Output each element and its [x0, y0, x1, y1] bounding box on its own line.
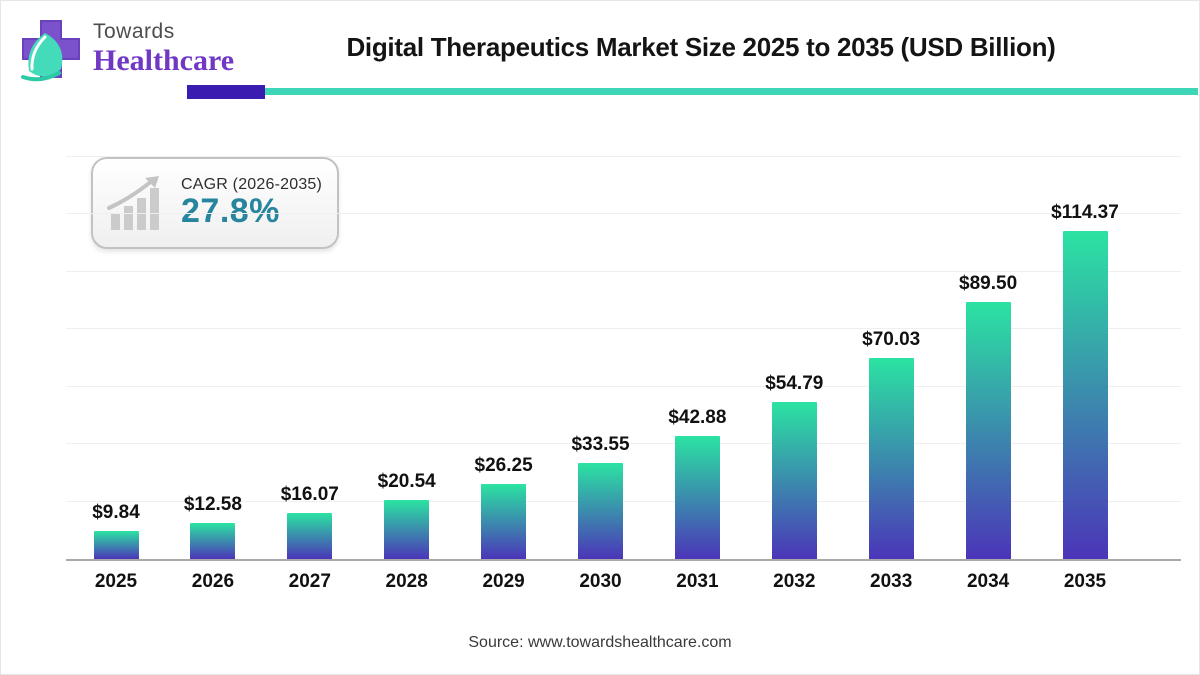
x-axis-label-2026: 2026	[191, 571, 235, 592]
bar-2028	[384, 500, 430, 559]
bar-value-label-2026: $12.58	[183, 493, 242, 515]
bar-chart: $9.84 2025 $12.58 2026 $16.07 2027 $20.54 2028 $…	[66, 156, 1181, 592]
bar-2034	[965, 302, 1011, 559]
bar-2030	[578, 462, 623, 559]
gridline-20	[66, 500, 1181, 502]
brand-name-towards: Towards	[93, 20, 175, 43]
bar-2035	[1062, 230, 1108, 559]
bar-2027	[287, 512, 333, 559]
cagr-badge: CAGR (2026-2035) 27.8%	[91, 157, 339, 249]
bar-2029	[481, 483, 527, 559]
x-axis-label-2032: 2032	[773, 571, 816, 592]
bar-2032	[771, 401, 817, 559]
x-axis-label-2027: 2027	[288, 571, 331, 592]
bar-2025	[93, 530, 139, 559]
bar-value-label-2031: $42.88	[668, 406, 727, 428]
gridline-60	[66, 385, 1181, 387]
brand-name-healthcare: Healthcare	[93, 44, 235, 78]
cagr-label: CAGR (2026-2035)	[181, 176, 323, 194]
bar-value-label-2025: $9.84	[92, 501, 140, 523]
x-axis-label-2034: 2034	[966, 571, 1010, 592]
bar-value-label-2034: $89.50	[959, 273, 1018, 295]
healthcare-cross-leaf-icon	[21, 20, 80, 82]
x-axis-label-2029: 2029	[482, 571, 525, 592]
bar-value-label-2027: $16.07	[280, 483, 339, 505]
brand-logo: Towards Healthcare	[15, 13, 234, 89]
page-title: Digital Therapeutics Market Size 2025 to…	[346, 32, 1056, 62]
cagr-value: 27.8%	[181, 192, 280, 231]
bar-value-label-2029: $26.25	[474, 454, 533, 476]
x-axis-label-2033: 2033	[870, 571, 913, 592]
bar-value-label-2035: $114.37	[1051, 201, 1119, 223]
gridline-120	[66, 213, 1181, 215]
x-axis-label-2031: 2031	[676, 571, 719, 592]
gridline-40	[66, 443, 1181, 445]
bar-2033	[868, 357, 914, 559]
x-axis-label-2028: 2028	[385, 571, 428, 592]
bar-value-label-2030: $33.55	[571, 433, 630, 455]
bar-2031	[674, 435, 720, 559]
gridline-140	[66, 156, 1181, 157]
bar-2026	[190, 522, 236, 559]
divider-accent-block	[187, 85, 265, 99]
gridline-100	[66, 270, 1181, 272]
bar-value-label-2028: $20.54	[377, 471, 436, 493]
gridline-80	[66, 328, 1181, 330]
bar-value-label-2032: $54.79	[765, 372, 824, 394]
divider-underline	[265, 88, 1198, 95]
x-axis-label-2025: 2025	[94, 571, 138, 592]
x-axis-label-2030: 2030	[579, 571, 622, 592]
x-axis-label-2035: 2035	[1063, 571, 1107, 592]
bar-value-label-2033: $70.03	[862, 328, 921, 350]
source-note: Source: www.towardshealthcare.com	[468, 634, 732, 651]
